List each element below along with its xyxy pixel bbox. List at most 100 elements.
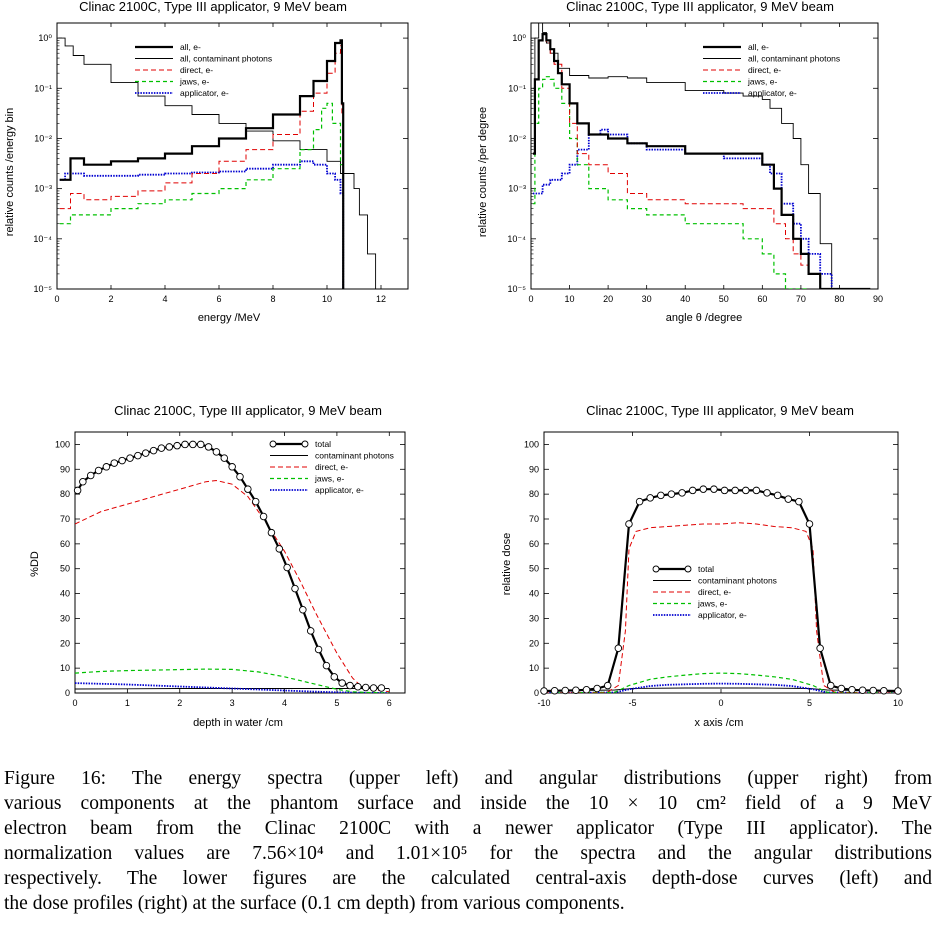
series-line-3 bbox=[59, 45, 344, 289]
legend-label: direct, e- bbox=[315, 462, 348, 472]
data-point bbox=[244, 485, 252, 493]
x-tick-label: 1 bbox=[125, 698, 130, 708]
chart-2-plot: 0 10 20 30 40 50 60 70 80 90 10⁰ 10⁻¹ 10⁻² 10⁻³ 10⁻⁴ 10… bbox=[507, 22, 883, 304]
x-tick-label: 60 bbox=[757, 294, 767, 304]
data-point bbox=[657, 491, 665, 500]
x-tick-label: 0 bbox=[72, 698, 77, 708]
series-line-4 bbox=[75, 668, 390, 693]
data-point bbox=[165, 443, 174, 451]
data-point bbox=[149, 446, 158, 455]
data-point bbox=[118, 456, 126, 465]
legend-label: contaminant photons bbox=[698, 576, 777, 586]
legend-label: total bbox=[315, 439, 331, 449]
data-point bbox=[134, 451, 142, 460]
plot-frame bbox=[74, 431, 406, 694]
legend-label: jaws, e- bbox=[314, 474, 344, 484]
x-tick-label: 0 bbox=[528, 294, 533, 304]
data-point bbox=[126, 454, 134, 462]
y-tick-label: 10⁰ bbox=[512, 33, 526, 43]
caption-line: electron beam from the Clinac 2100C with… bbox=[4, 818, 932, 839]
data-point bbox=[550, 687, 559, 695]
y-tick-label: 10⁻³ bbox=[34, 184, 52, 194]
legend-label: contaminant photons bbox=[315, 451, 394, 461]
x-tick-label: 30 bbox=[642, 294, 652, 304]
chart-3-title: Clinac 2100C, Type III applicator, 9 MeV… bbox=[114, 403, 382, 418]
y-tick-label: 10⁻² bbox=[508, 133, 526, 143]
caption-line: the dose profiles (right) at the surface… bbox=[4, 893, 625, 914]
y-tick-label: 20 bbox=[529, 638, 539, 648]
chart-2: Clinac 2100C, Type III applicator, 9 MeV… bbox=[477, 0, 834, 324]
y-tick-label: 10⁻⁵ bbox=[508, 284, 527, 294]
chart-1-xlabel: energy /MeV bbox=[198, 312, 261, 324]
x-tick-label: 12 bbox=[376, 294, 386, 304]
data-point bbox=[228, 463, 236, 471]
x-tick-label: -5 bbox=[628, 698, 636, 708]
chart-3: Clinac 2100C, Type III applicator, 9 MeV… bbox=[29, 403, 382, 729]
data-point bbox=[667, 490, 676, 498]
x-tick-label: 5 bbox=[807, 698, 812, 708]
data-point bbox=[181, 440, 189, 449]
data-point bbox=[189, 440, 197, 449]
y-tick-label: 10⁻⁴ bbox=[507, 234, 526, 244]
y-tick-label: 30 bbox=[60, 613, 70, 623]
x-tick-label: 8 bbox=[270, 294, 275, 304]
data-point bbox=[73, 486, 82, 495]
y-tick-label: 10⁻⁴ bbox=[33, 234, 52, 244]
x-tick-label: 0 bbox=[54, 294, 59, 304]
data-point bbox=[710, 485, 718, 493]
y-tick-label: 80 bbox=[60, 489, 70, 499]
chart-4: Clinac 2100C, Type III applicator, 9 MeV… bbox=[501, 403, 854, 729]
data-point bbox=[773, 491, 782, 500]
chart-4-plot: -10 -5 0 5 100102030405060708090100totalcont… bbox=[524, 431, 903, 708]
y-tick-label: 100 bbox=[524, 439, 539, 449]
legend-label: all, contaminant photons bbox=[748, 54, 840, 64]
y-tick-label: 30 bbox=[529, 613, 539, 623]
legend-label: total bbox=[698, 564, 714, 574]
data-point bbox=[826, 681, 835, 690]
figure-canvas: Clinac 2100C, Type III applicator, 9 MeV… bbox=[4, 0, 903, 729]
data-point bbox=[540, 687, 548, 695]
legend-label: jaws, e- bbox=[747, 77, 777, 87]
data-point bbox=[848, 686, 856, 694]
caption-line: Figure 16: The energy spectra (upper lef… bbox=[4, 768, 932, 789]
legend-label: applicator, e- bbox=[748, 88, 797, 98]
legend-marker bbox=[652, 565, 660, 573]
data-point bbox=[338, 679, 346, 687]
legend-label: applicator, e- bbox=[180, 88, 229, 98]
data-point bbox=[259, 512, 268, 521]
data-point bbox=[141, 449, 150, 457]
data-point bbox=[314, 645, 323, 654]
data-point bbox=[251, 497, 260, 506]
y-tick-label: 40 bbox=[529, 589, 539, 599]
data-point bbox=[369, 684, 378, 692]
data-point bbox=[816, 644, 824, 653]
data-point bbox=[837, 684, 846, 693]
series-line-5 bbox=[59, 160, 345, 289]
plot-frame bbox=[543, 431, 899, 694]
data-point bbox=[102, 463, 111, 471]
x-tick-label: 6 bbox=[216, 294, 221, 304]
data-point bbox=[614, 644, 623, 653]
y-tick-label: 10⁻¹ bbox=[508, 83, 526, 93]
series-line-4 bbox=[544, 672, 898, 693]
data-point bbox=[173, 441, 181, 450]
data-point bbox=[603, 681, 612, 690]
legend-label: direct, e- bbox=[698, 587, 731, 597]
legend-marker bbox=[684, 565, 692, 573]
chart-2-title: Clinac 2100C, Type III applicator, 9 MeV… bbox=[566, 0, 834, 14]
data-point bbox=[306, 627, 315, 635]
x-tick-label: 2 bbox=[108, 294, 113, 304]
legend-marker bbox=[301, 440, 309, 448]
data-point bbox=[212, 448, 221, 456]
data-point bbox=[752, 486, 761, 495]
y-tick-label: 90 bbox=[529, 464, 539, 474]
data-point bbox=[346, 681, 354, 690]
data-point bbox=[94, 466, 103, 475]
chart-4-ylabel: relative dose bbox=[501, 533, 513, 595]
y-tick-label: 60 bbox=[60, 539, 70, 549]
plot-frame bbox=[56, 22, 409, 290]
chart-3-xlabel: depth in water /cm bbox=[193, 717, 283, 729]
series-line-4 bbox=[59, 102, 344, 289]
